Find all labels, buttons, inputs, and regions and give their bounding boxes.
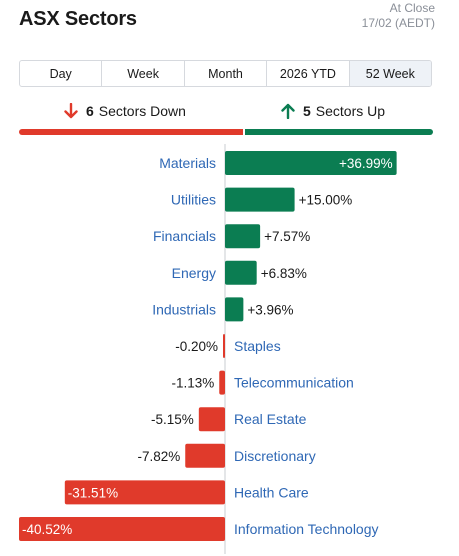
sectors-up-summary: 5 Sectors Up: [281, 96, 385, 126]
sectors-down-summary: 6 Sectors Down: [64, 96, 186, 126]
bar-information-technology[interactable]: [19, 517, 225, 541]
category-label-discretionary[interactable]: Discretionary: [234, 448, 316, 464]
up-label: Sectors Up: [315, 103, 386, 119]
category-label-financials[interactable]: Financials: [153, 228, 216, 244]
status-date: 17/02 (AEDT): [361, 16, 435, 30]
arrow-down-icon: [64, 103, 78, 119]
arrow-up-icon: [281, 103, 295, 119]
value-label-financials: +7.57%: [264, 229, 310, 244]
bar-real-estate[interactable]: [198, 407, 225, 432]
bar-staples[interactable]: [223, 334, 225, 358]
bar-financials[interactable]: [225, 224, 261, 249]
value-label-real-estate: -5.15%: [151, 412, 194, 427]
value-label-staples: -0.20%: [175, 339, 218, 354]
status-line-1: At Close: [389, 1, 435, 15]
value-label-discretionary: -7.82%: [137, 449, 180, 464]
category-label-industrials[interactable]: Industrials: [152, 301, 216, 317]
bar-telecommunication[interactable]: [219, 370, 225, 395]
bar-industrials[interactable]: [225, 297, 244, 322]
value-label-utilities: +15.00%: [299, 193, 353, 208]
page-title: ASX Sectors: [19, 8, 137, 30]
up-count: 5: [303, 103, 311, 119]
value-label-industrials: +3.96%: [247, 302, 293, 317]
market-status: At Close 17/02 (AEDT): [362, 1, 435, 31]
tab-week[interactable]: Week: [102, 61, 185, 86]
tab-52-week[interactable]: 52 Week: [349, 61, 431, 86]
tab-month[interactable]: Month: [185, 61, 268, 86]
category-label-staples[interactable]: Staples: [234, 338, 281, 354]
tab-day[interactable]: Day: [20, 61, 103, 86]
bar-health-care[interactable]: [64, 480, 225, 505]
bar-energy[interactable]: [225, 260, 257, 285]
value-label-energy: +6.83%: [261, 266, 307, 281]
sector-performance-chart: Materials +36.99% Utilities +15.00% Financia…: [19, 144, 397, 554]
bar-materials[interactable]: [225, 151, 397, 175]
sectors-down-bar: [19, 129, 243, 135]
down-count: 6: [86, 103, 94, 119]
category-label-materials[interactable]: Materials: [159, 155, 216, 171]
sectors-up-bar: [245, 129, 433, 135]
category-label-telecommunication[interactable]: Telecommunication: [234, 375, 354, 391]
value-label-materials: +36.99%: [339, 156, 393, 171]
value-label-information-technology: -40.52%: [22, 522, 72, 537]
category-label-information-technology[interactable]: Information Technology: [234, 521, 379, 537]
category-label-utilities[interactable]: Utilities: [171, 192, 216, 208]
tab-ytd[interactable]: 2026 YTD: [267, 61, 350, 86]
category-label-energy[interactable]: Energy: [172, 265, 216, 281]
value-label-health-care: -31.51%: [68, 485, 118, 500]
bar-discretionary[interactable]: [185, 443, 225, 468]
period-tabs: Day Week Month 2026 YTD 52 Week: [19, 60, 432, 87]
down-label: Sectors Down: [98, 103, 186, 119]
value-label-telecommunication: -1.13%: [171, 376, 214, 391]
category-label-real-estate[interactable]: Real Estate: [234, 411, 307, 427]
category-label-health-care[interactable]: Health Care: [234, 484, 309, 500]
bar-utilities[interactable]: [225, 187, 295, 212]
